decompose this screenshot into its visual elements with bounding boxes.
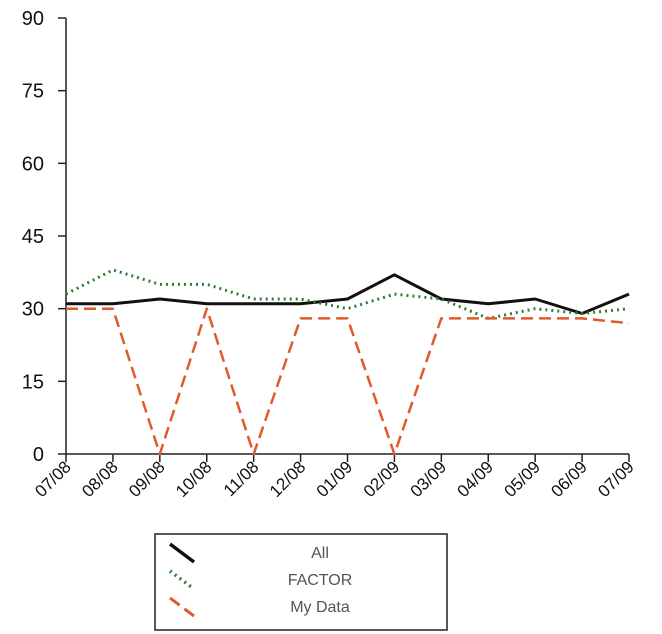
legend-swatch [169,596,195,618]
axes [65,18,629,455]
x-tick-label: 03/09 [407,457,451,501]
y-tick-label: 30 [22,299,44,321]
x-tick-label: 12/08 [266,457,310,501]
legend-label: All [311,545,329,562]
legend-label: My Data [290,599,350,616]
x-tick-label: 01/09 [313,457,357,501]
legend-label: FACTOR [288,572,353,589]
x-tick-label: 05/09 [500,457,544,501]
x-tick-label: 08/08 [78,457,122,501]
legend-box [154,533,448,631]
legend-swatch [168,542,196,564]
x-tick-label: 11/08 [220,457,263,500]
x-tick-label: 09/08 [125,457,169,501]
x-tick-label: 02/09 [360,457,404,501]
y-tick-label: 75 [22,81,44,103]
x-axis-ticks: 07/08 08/08 09/08 10/08 11/08 12/08 01/09 02/09… [31,454,638,501]
legend-items: All FACTOR My Data [168,542,353,618]
y-tick-label: 15 [22,371,44,393]
y-tick-label: 60 [22,153,44,175]
y-tick-label: 90 [22,8,44,30]
legend: All FACTOR My Data [154,533,448,631]
y-tick-label: 45 [22,226,44,248]
x-tick-label: 04/09 [454,457,498,501]
series-line-all [66,273,630,315]
series-line-factor [65,268,630,320]
y-tick-label: 0 [33,444,44,466]
x-tick-label: 10/08 [172,457,216,501]
series-line-my-data [66,307,630,456]
legend-swatch [168,569,196,591]
series-lines [65,268,630,456]
x-tick-label: 07/09 [594,457,638,501]
x-tick-label: 06/09 [547,457,591,501]
y-axis-ticks: 0 15 30 45 60 75 90 [22,8,66,466]
